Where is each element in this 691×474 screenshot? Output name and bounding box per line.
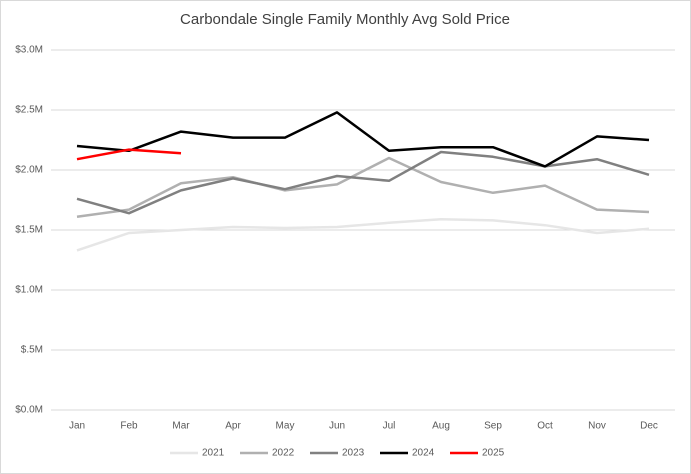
x-tick-label: Oct xyxy=(537,421,553,432)
legend-label: 2021 xyxy=(202,448,225,459)
data-line xyxy=(76,111,650,168)
legend-label: 2023 xyxy=(342,448,365,459)
x-tick-label: Sep xyxy=(484,421,502,432)
x-tick-label: May xyxy=(276,421,295,432)
x-tick-label: Feb xyxy=(120,421,138,432)
y-tick-label: $2.0M xyxy=(15,165,43,176)
x-tick-label: Jun xyxy=(329,421,345,432)
legend-label: 2022 xyxy=(272,448,295,459)
x-tick-label: Nov xyxy=(588,421,606,432)
x-tick-label: Aug xyxy=(432,421,450,432)
y-tick-label: $1.5M xyxy=(15,225,43,236)
data-line xyxy=(76,148,182,161)
y-tick-label: $1.0M xyxy=(15,285,43,296)
y-tick-label: $.5M xyxy=(21,345,43,356)
data-line xyxy=(76,217,650,252)
x-tick-label: Dec xyxy=(640,421,658,432)
y-tick-label: $0.0M xyxy=(15,405,43,416)
x-tick-label: Jan xyxy=(69,421,85,432)
chart-title: Carbondale Single Family Monthly Avg Sol… xyxy=(180,11,510,28)
x-tick-label: Apr xyxy=(225,421,241,432)
x-tick-label: Mar xyxy=(172,421,190,432)
legend-label: 2025 xyxy=(482,448,505,459)
y-tick-label: $2.5M xyxy=(15,105,43,116)
y-tick-label: $3.0M xyxy=(15,45,43,56)
data-line xyxy=(76,150,650,215)
data-line xyxy=(76,156,650,219)
legend-label: 2024 xyxy=(412,448,435,459)
x-tick-label: Jul xyxy=(383,421,396,432)
